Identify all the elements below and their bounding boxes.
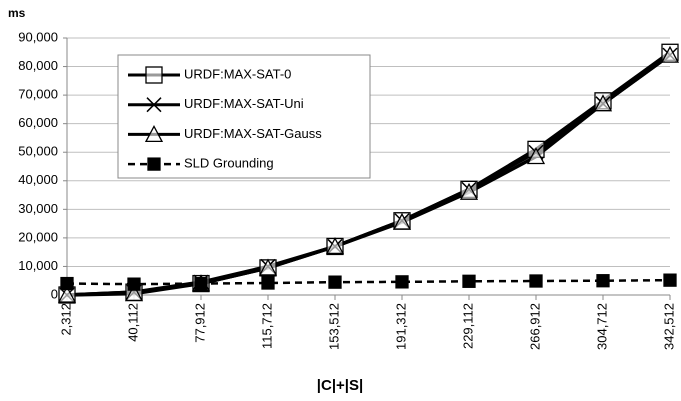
marker	[462, 274, 476, 288]
legend-label: URDF:MAX-SAT-Uni	[184, 96, 304, 111]
y-tick-label: 50,000	[18, 144, 58, 159]
marker	[663, 273, 677, 287]
x-tick-label: 2,312	[58, 303, 73, 336]
y-tick-label: 20,000	[18, 229, 58, 244]
y-tick-label: 0	[51, 286, 58, 301]
x-tick-label: 153,512	[326, 303, 341, 350]
x-tick-label: 40,112	[125, 303, 140, 342]
y-tick-label: 80,000	[18, 58, 58, 73]
series-line	[66, 278, 671, 286]
marker	[593, 94, 613, 112]
marker	[526, 147, 546, 165]
x-tick-label: 191,312	[393, 303, 408, 350]
marker	[146, 97, 162, 113]
marker	[258, 258, 278, 276]
legend: URDF:MAX-SAT-0 URDF:MAX-SAT-Uni URDF:MAX-S…	[117, 54, 371, 179]
x-tick-label: 229,112	[460, 303, 475, 349]
marker	[529, 274, 543, 288]
marker	[328, 275, 342, 289]
legend-label: SLD Grounding	[184, 156, 274, 171]
y-axis-label: ms	[8, 6, 26, 20]
marker	[60, 276, 74, 291]
marker	[459, 182, 479, 200]
x-tick-label: 342,512	[661, 303, 676, 350]
marker	[325, 237, 345, 255]
marker	[660, 45, 680, 63]
marker	[194, 276, 208, 291]
y-tick-label: 90,000	[18, 29, 58, 44]
marker	[144, 125, 164, 143]
marker	[145, 66, 163, 84]
x-tick-label: 304,712	[594, 303, 609, 350]
y-tick-label: 60,000	[18, 115, 58, 130]
marker	[395, 275, 409, 289]
legend-label: URDF:MAX-SAT-Gauss	[184, 126, 322, 141]
x-tick-label: 266,912	[527, 303, 542, 350]
y-tick-label: 70,000	[18, 87, 58, 102]
series-line	[66, 53, 672, 297]
y-tick-label: 40,000	[18, 172, 58, 187]
x-tick-label: 77,912	[192, 303, 207, 343]
marker	[596, 274, 610, 288]
x-tick-label: 115,712	[259, 303, 274, 349]
marker	[127, 277, 141, 291]
marker	[57, 285, 77, 303]
marker	[147, 157, 161, 171]
legend-label: URDF:MAX-SAT-0	[184, 66, 291, 81]
y-tick-label: 10,000	[18, 258, 58, 273]
x-axis-label: |C|+|S|	[317, 377, 363, 394]
y-tick-label: 30,000	[18, 201, 58, 216]
marker	[392, 212, 412, 230]
marker	[261, 276, 275, 290]
marker	[124, 284, 144, 302]
